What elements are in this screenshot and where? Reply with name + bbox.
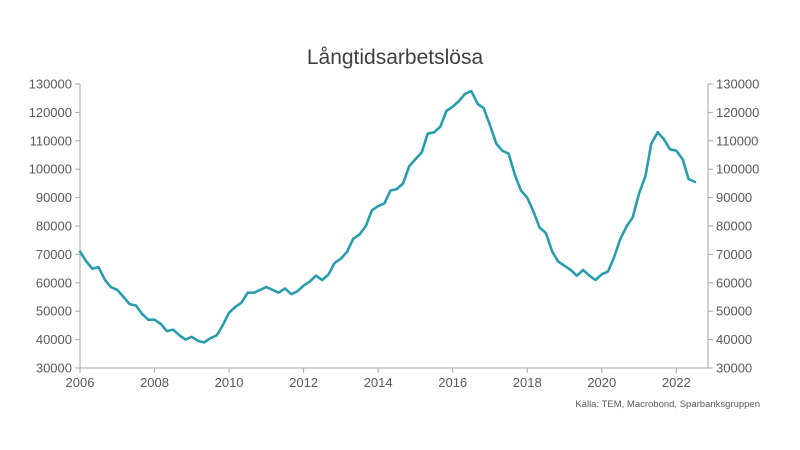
y-tick-label-left: 40000 bbox=[36, 332, 72, 347]
x-tick-label: 2018 bbox=[513, 375, 542, 390]
axes bbox=[75, 83, 713, 373]
x-tick-label: 2014 bbox=[364, 375, 393, 390]
y-tick-label-right: 60000 bbox=[716, 275, 752, 290]
y-tick-label-left: 70000 bbox=[36, 247, 72, 262]
x-tick-label: 2008 bbox=[140, 375, 169, 390]
y-tick-label-right: 50000 bbox=[716, 304, 752, 319]
x-tick-label: 2010 bbox=[215, 375, 244, 390]
y-tick-label-right: 100000 bbox=[716, 162, 759, 177]
y-tick-label-right: 130000 bbox=[716, 77, 759, 92]
y-tick-label-right: 110000 bbox=[716, 133, 758, 148]
y-tick-label-left: 100000 bbox=[29, 162, 72, 177]
x-tick-label: 2020 bbox=[587, 375, 616, 390]
x-tick-label: 2006 bbox=[66, 375, 95, 390]
x-tick-label: 2022 bbox=[662, 375, 691, 390]
y-tick-label-left: 30000 bbox=[36, 361, 72, 376]
y-tick-label-right: 80000 bbox=[716, 219, 752, 234]
x-tick-label: 2016 bbox=[438, 375, 467, 390]
tick-labels: 30000 30000 40000 40000 50000 50000 60000 60000… bbox=[29, 77, 760, 391]
y-tick-label-left: 130000 bbox=[29, 77, 72, 92]
series-layer bbox=[78, 89, 697, 344]
y-tick-label-left: 80000 bbox=[36, 219, 72, 234]
y-tick-label-left: 110000 bbox=[30, 133, 72, 148]
chart-title: Långtidsarbetslösa bbox=[307, 46, 484, 69]
y-tick-label-right: 70000 bbox=[716, 247, 752, 262]
x-tick-label: 2012 bbox=[289, 375, 318, 390]
y-tick-label-left: 50000 bbox=[36, 304, 72, 319]
y-tick-label-right: 40000 bbox=[716, 332, 752, 347]
y-tick-label-right: 90000 bbox=[716, 190, 752, 205]
y-tick-label-left: 60000 bbox=[36, 275, 72, 290]
y-tick-label-left: 90000 bbox=[36, 190, 72, 205]
y-tick-label-left: 120000 bbox=[29, 105, 72, 120]
source-note: Källa: TEM, Macrobond, Sparbanksgruppen bbox=[575, 399, 760, 410]
series-line-0 bbox=[78, 89, 697, 344]
y-tick-label-right: 120000 bbox=[716, 105, 759, 120]
y-tick-label-right: 30000 bbox=[716, 361, 752, 376]
